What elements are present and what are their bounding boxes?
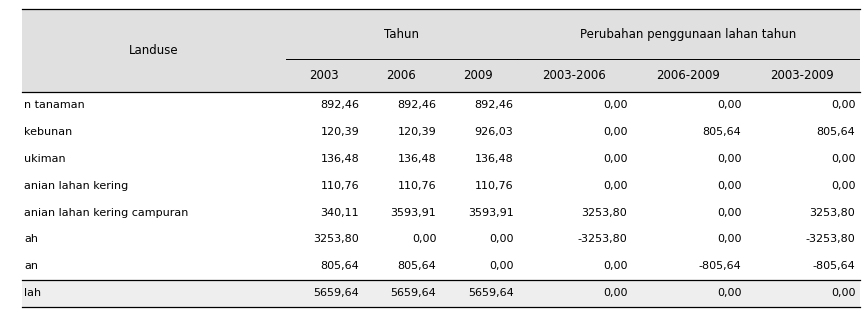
Text: 0,00: 0,00	[717, 288, 741, 298]
Text: 0,00: 0,00	[831, 154, 855, 164]
Text: 110,76: 110,76	[321, 181, 359, 191]
Text: 0,00: 0,00	[412, 234, 436, 245]
Text: 805,64: 805,64	[702, 127, 741, 137]
Text: 0,00: 0,00	[717, 181, 741, 191]
Text: 5659,64: 5659,64	[467, 288, 513, 298]
Text: 0,00: 0,00	[489, 234, 513, 245]
Text: 136,48: 136,48	[321, 154, 359, 164]
Text: 0,00: 0,00	[489, 261, 513, 271]
Text: ah: ah	[24, 234, 38, 245]
Text: 805,64: 805,64	[397, 261, 436, 271]
Text: 0,00: 0,00	[717, 154, 741, 164]
Text: 3253,80: 3253,80	[314, 234, 359, 245]
Text: ukiman: ukiman	[24, 154, 66, 164]
Text: 0,00: 0,00	[603, 288, 627, 298]
Text: anian lahan kering campuran: anian lahan kering campuran	[24, 208, 188, 218]
Text: 0,00: 0,00	[603, 127, 627, 137]
Bar	[22, 280, 860, 307]
Text: -3253,80: -3253,80	[805, 234, 855, 245]
Text: -3253,80: -3253,80	[578, 234, 627, 245]
Text: 120,39: 120,39	[397, 127, 436, 137]
Text: 340,11: 340,11	[321, 208, 359, 218]
Text: 110,76: 110,76	[475, 181, 513, 191]
Text: Tahun: Tahun	[384, 28, 419, 41]
Text: 2003-2006: 2003-2006	[542, 69, 606, 82]
Text: 926,03: 926,03	[474, 127, 513, 137]
Text: 0,00: 0,00	[717, 208, 741, 218]
Text: 892,46: 892,46	[474, 100, 513, 110]
Text: 110,76: 110,76	[397, 181, 436, 191]
Text: 0,00: 0,00	[831, 181, 855, 191]
Text: 120,39: 120,39	[321, 127, 359, 137]
Text: 0,00: 0,00	[717, 234, 741, 245]
Bar	[22, 9, 860, 92]
Text: 0,00: 0,00	[831, 288, 855, 298]
Text: 3593,91: 3593,91	[467, 208, 513, 218]
Text: Perubahan penggunaan lahan tahun: Perubahan penggunaan lahan tahun	[580, 28, 796, 41]
Text: 136,48: 136,48	[474, 154, 513, 164]
Text: n tanaman: n tanaman	[24, 100, 85, 110]
Text: 892,46: 892,46	[321, 100, 359, 110]
Text: -805,64: -805,64	[699, 261, 741, 271]
Text: 3593,91: 3593,91	[391, 208, 436, 218]
Text: 805,64: 805,64	[816, 127, 855, 137]
Text: Landuse: Landuse	[129, 44, 178, 57]
Text: 0,00: 0,00	[603, 154, 627, 164]
Text: anian lahan kering: anian lahan kering	[24, 181, 129, 191]
Text: 0,00: 0,00	[603, 181, 627, 191]
Text: 0,00: 0,00	[603, 100, 627, 110]
Text: 0,00: 0,00	[603, 261, 627, 271]
Text: 5659,64: 5659,64	[314, 288, 359, 298]
Text: 2003: 2003	[309, 69, 339, 82]
Text: 3253,80: 3253,80	[810, 208, 855, 218]
Text: 2006-2009: 2006-2009	[656, 69, 720, 82]
Text: lah: lah	[24, 288, 41, 298]
Text: 892,46: 892,46	[397, 100, 436, 110]
Text: 0,00: 0,00	[831, 100, 855, 110]
Text: 136,48: 136,48	[397, 154, 436, 164]
Text: an: an	[24, 261, 38, 271]
Text: 2003-2009: 2003-2009	[770, 69, 834, 82]
Text: 2009: 2009	[463, 69, 493, 82]
Text: 2006: 2006	[386, 69, 416, 82]
Text: 3253,80: 3253,80	[581, 208, 627, 218]
Text: kebunan: kebunan	[24, 127, 73, 137]
Text: 5659,64: 5659,64	[391, 288, 436, 298]
Text: 805,64: 805,64	[321, 261, 359, 271]
Text: 0,00: 0,00	[717, 100, 741, 110]
Text: -805,64: -805,64	[813, 261, 855, 271]
